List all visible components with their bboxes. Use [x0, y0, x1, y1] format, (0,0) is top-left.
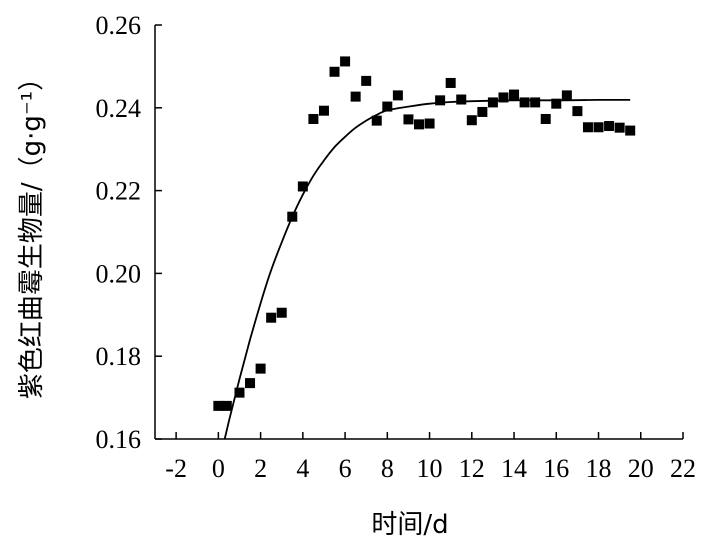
- data-point: [255, 363, 266, 374]
- x-tick-label: 2: [254, 454, 267, 483]
- data-point: [414, 119, 424, 130]
- x-tick-label: 10: [417, 454, 443, 483]
- y-tick-label: 0.22: [96, 177, 142, 206]
- data-point: [308, 113, 319, 124]
- data-point: [371, 115, 382, 126]
- data-point: [329, 66, 340, 77]
- data-point: [572, 106, 583, 117]
- y-tick-label: 0.18: [96, 342, 142, 371]
- axes: [154, 25, 683, 440]
- data-point: [625, 125, 636, 136]
- data-point: [456, 94, 467, 105]
- data-point: [445, 77, 456, 88]
- x-tick-label: 6: [339, 454, 352, 483]
- y-axis-tick-labels: 0.16 0.18 0.20 0.22 0.24 0.26: [96, 11, 142, 454]
- data-point: [530, 97, 541, 108]
- data-point: [582, 122, 593, 133]
- x-axis-title: 时间/d: [371, 510, 448, 540]
- x-tick-label: 0: [212, 454, 225, 483]
- data-points: [213, 56, 636, 411]
- x-tick-label: 18: [586, 454, 612, 483]
- data-point: [487, 97, 498, 108]
- data-point: [276, 307, 287, 318]
- data-point: [392, 90, 403, 101]
- y-tick-label: 0.24: [96, 94, 142, 123]
- data-point: [245, 378, 256, 389]
- data-point: [340, 56, 351, 67]
- data-point: [318, 105, 329, 116]
- data-point: [540, 113, 551, 124]
- x-tick-label: 16: [543, 454, 569, 483]
- x-axis-tick-labels: -2 0 2 4 6 8 10 12 14 16 18 20 22: [165, 454, 696, 483]
- x-tick-label: 4: [296, 454, 309, 483]
- x-tick-label: 12: [459, 454, 485, 483]
- axis-ticks: [155, 24, 684, 440]
- data-point: [477, 106, 488, 117]
- x-tick-label: -2: [165, 454, 187, 483]
- data-point: [287, 211, 298, 222]
- data-point: [498, 92, 509, 103]
- data-point: [551, 98, 562, 109]
- data-point: [509, 89, 520, 100]
- y-tick-label: 0.26: [96, 11, 142, 40]
- data-point: [350, 91, 361, 102]
- y-tick-label: 0.16: [96, 425, 142, 454]
- x-tick-label: 8: [381, 454, 394, 483]
- y-tick-label: 0.20: [96, 259, 142, 288]
- y-axis-title: 紫色红曲霉生物量/（g·g⁻¹）: [17, 65, 47, 399]
- x-tick-label: 20: [628, 454, 654, 483]
- data-point: [424, 118, 435, 129]
- data-point: [361, 75, 372, 86]
- x-tick-label: 14: [501, 454, 527, 483]
- data-point: [561, 90, 572, 101]
- data-point: [519, 97, 530, 108]
- data-point: [221, 400, 232, 411]
- x-tick-label: 22: [670, 454, 696, 483]
- data-point: [403, 114, 414, 125]
- data-point: [614, 122, 625, 133]
- data-point: [234, 387, 245, 398]
- data-point: [604, 121, 615, 132]
- data-point: [213, 400, 224, 411]
- fitted-curve: [223, 99, 631, 440]
- data-point: [435, 95, 446, 106]
- data-point: [266, 312, 277, 323]
- data-point: [297, 181, 308, 192]
- data-point: [466, 115, 477, 126]
- data-point: [593, 122, 604, 133]
- data-point: [382, 101, 393, 112]
